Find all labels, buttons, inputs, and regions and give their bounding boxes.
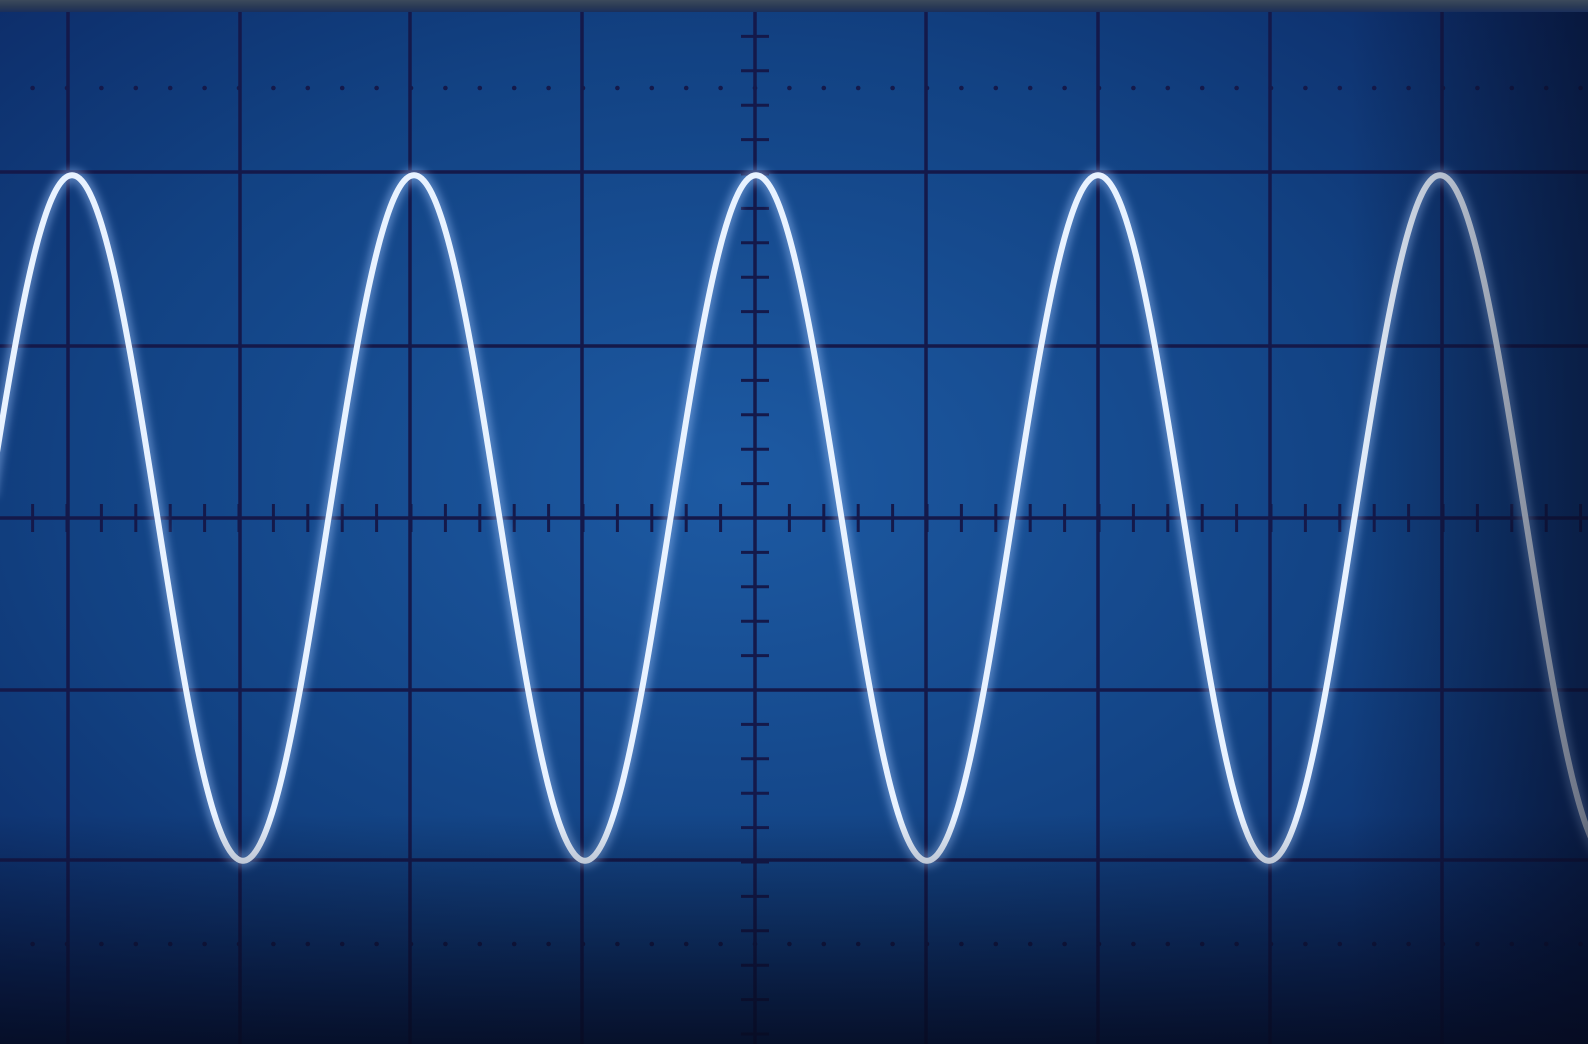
scope-bezel-top — [0, 0, 1588, 12]
